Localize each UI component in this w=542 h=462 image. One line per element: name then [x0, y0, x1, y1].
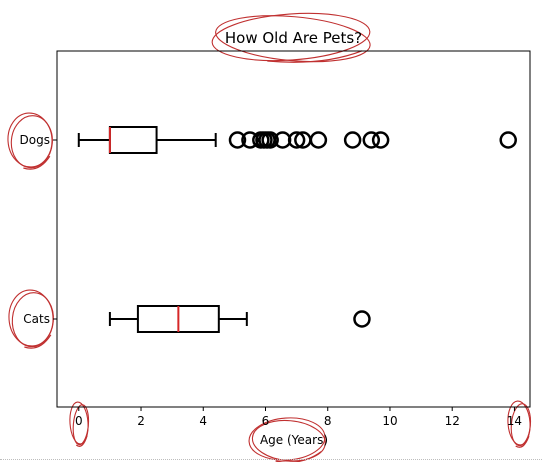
outlier-point [287, 131, 306, 149]
annotation-loop [215, 15, 371, 63]
dogs-label-annotation [7, 112, 53, 170]
fourteen-tick-annotation [507, 400, 532, 448]
outlier-point [353, 310, 371, 328]
outlier-point [261, 131, 279, 149]
annotation-loop [251, 419, 326, 462]
outlier-point [343, 131, 362, 149]
box-group-cats [108, 305, 371, 333]
annotation-loop [72, 404, 90, 446]
x-tick-label: 8 [324, 414, 332, 428]
x-tick-label: 2 [137, 414, 145, 428]
box-layer [77, 126, 517, 333]
plot-area [56, 50, 531, 408]
y-axis-ticks: Dogs Cats [20, 133, 57, 326]
box-iqr [108, 126, 158, 154]
page-divider [0, 459, 542, 460]
box-group-dogs [77, 126, 517, 154]
outlier-point [371, 131, 390, 149]
annotation-tail [75, 435, 88, 447]
x-axis-ticks: 0 2 4 6 8 10 12 14 [75, 407, 522, 428]
outlier-point [362, 131, 381, 149]
annotation-loop [211, 12, 371, 62]
annotation-tail [267, 50, 363, 63]
chart-title: How Old Are Pets? [225, 29, 362, 47]
annotation-tail [515, 435, 530, 448]
annotation-loop [10, 115, 53, 169]
x-tick-label: 6 [262, 414, 270, 428]
annotation-tail [23, 155, 51, 170]
y-tick-label: Dogs [20, 133, 50, 147]
title-annotation [211, 12, 371, 63]
outlier-point [499, 131, 517, 149]
x-tick-label: 14 [507, 414, 522, 428]
annotation-loop [510, 403, 532, 447]
y-tick-label: Cats [23, 312, 50, 326]
x-tick-label: 12 [445, 414, 460, 428]
x-tick-label: 4 [199, 414, 207, 428]
cats-label-annotation [8, 289, 54, 349]
x-tick-label: 10 [382, 414, 397, 428]
x-tick-label: 0 [75, 414, 83, 428]
annotation-loop [11, 292, 54, 348]
zero-tick-annotation [69, 401, 90, 447]
annotation-tail [24, 334, 52, 349]
outlier-point [309, 131, 328, 149]
outlier-point [228, 131, 247, 149]
x-axis-label: Age (Years) [260, 433, 328, 447]
annotation-layer [7, 12, 532, 462]
